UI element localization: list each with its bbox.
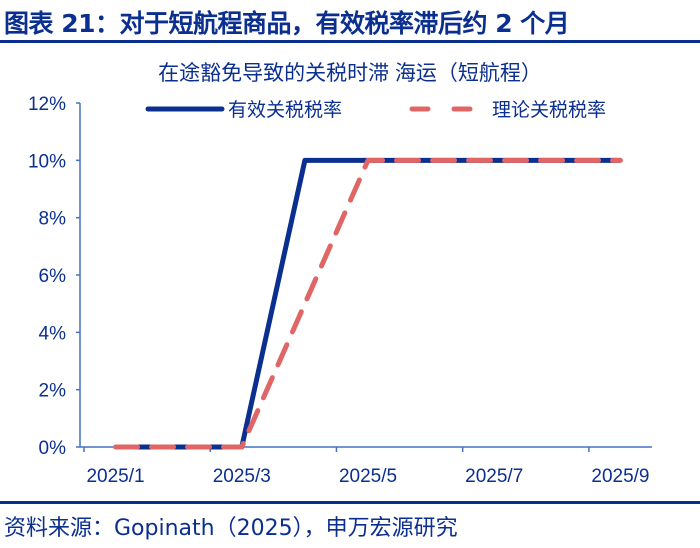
x-tick-label: 2025/3 [213,466,271,487]
figure-title: 图表 21：对于短航程商品，有效税率滞后约 2 个月 [4,9,570,38]
title-divider [0,40,700,43]
y-tick-label: 2% [39,381,67,402]
legend-label-theoretical: 理论关税税率 [492,99,606,121]
y-tick-label: 4% [39,323,67,344]
source-note: 资料来源：Gopinath（2025），申万宏源研究 [4,516,458,541]
footer-divider [0,501,700,504]
series-line-theoretical [113,157,623,450]
series-line-effective [115,157,621,450]
line-chart: 在途豁免导致的关税时滞 海运（短航程） 有效关税税率 理论关税税率 0% 2% 4% 6… [28,62,652,487]
y-tick-label: 8% [39,209,67,230]
legend-label-effective: 有效关税税率 [228,99,342,121]
y-tick-label: 6% [39,266,67,287]
y-tick-label: 10% [28,151,66,172]
x-tick-label: 2025/5 [339,466,397,487]
x-tick-label: 2025/7 [465,466,523,487]
chart-title: 在途豁免导致的关税时滞 海运（短航程） [158,62,542,85]
axes: 0% 2% 4% 6% 8% 10% 12% 2025/1 2025/3 2025/5 2025/7… [28,94,652,487]
y-tick-label: 12% [28,94,66,115]
legend: 有效关税税率 理论关税税率 [145,99,606,121]
x-tick-label: 2025/1 [86,466,144,487]
y-tick-label: 0% [39,438,67,459]
series-group [113,157,623,450]
x-tick-label: 2025/9 [591,466,649,487]
